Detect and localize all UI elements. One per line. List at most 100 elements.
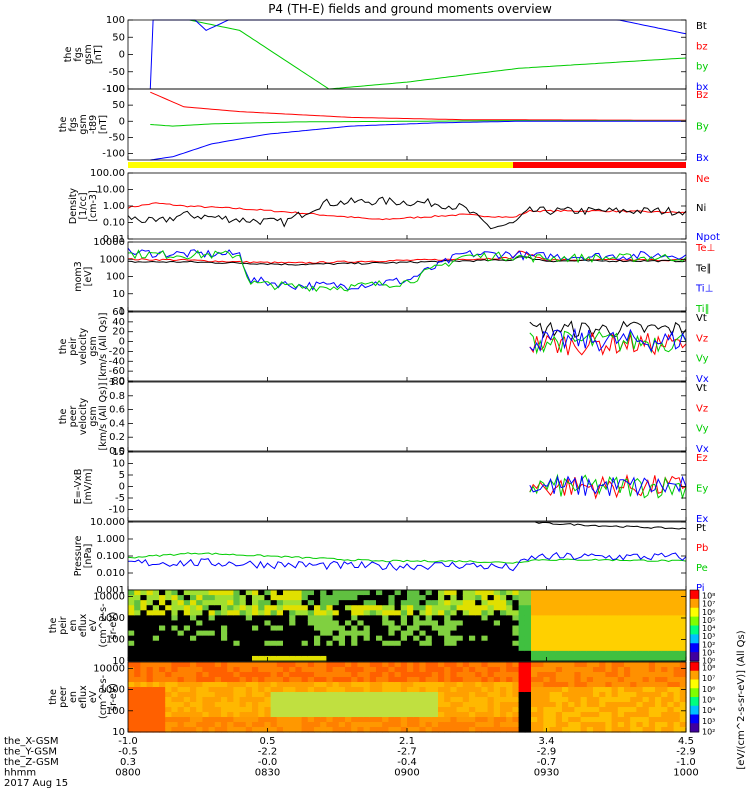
- spectrogram-cell: [630, 630, 637, 637]
- spectrogram-cell: [146, 702, 154, 708]
- spectrogram-cell: [661, 687, 668, 693]
- spectrogram-cell: [239, 712, 247, 718]
- spectrogram-cell: [388, 672, 396, 678]
- spectrogram-cell: [208, 727, 216, 733]
- spectrogram-cell: [276, 672, 284, 678]
- spectrogram-cell: [183, 687, 191, 693]
- spectrogram-cell: [239, 702, 247, 708]
- spectrogram-cell: [252, 640, 259, 647]
- spectrogram-cell: [555, 590, 563, 596]
- spectrogram-cell: [196, 692, 203, 698]
- spectrogram-cell: [394, 712, 402, 718]
- spectrogram-cell: [227, 635, 234, 642]
- spectrogram-cell: [407, 630, 414, 637]
- spectrogram-cell: [183, 712, 191, 718]
- spectrogram-cell: [679, 640, 687, 647]
- spectrogram-cell: [202, 667, 210, 673]
- spectrogram-cell: [413, 615, 420, 622]
- spectrogram-cell: [667, 605, 675, 611]
- spectrogram-cell: [202, 672, 210, 678]
- spectrogram-cell: [320, 707, 327, 713]
- spectrogram-cell: [233, 702, 241, 708]
- spectrogram-cell: [512, 600, 520, 606]
- spectrogram-cell: [295, 672, 303, 678]
- spectrogram-cell: [642, 610, 650, 616]
- spectrogram-cell: [624, 717, 631, 723]
- spectrogram-cell: [233, 620, 241, 627]
- spectrogram-cell: [438, 677, 445, 683]
- spectrogram-cell: [524, 645, 532, 652]
- spectrogram-cell: [165, 655, 172, 662]
- spectrogram-cell: [481, 655, 489, 662]
- spectrogram-cell: [487, 667, 495, 673]
- spectrogram-cell: [444, 692, 451, 698]
- spectrogram-cell: [258, 662, 265, 668]
- spectrogram-cell: [500, 722, 507, 728]
- spectrogram-cell: [568, 692, 575, 698]
- spectrogram-cell: [506, 727, 513, 733]
- spectrogram-cell: [518, 645, 526, 652]
- spectrogram-cell: [431, 610, 439, 616]
- spectrogram-cell: [425, 662, 433, 668]
- spectrogram-cell: [270, 702, 278, 708]
- spectrogram-cell: [134, 650, 141, 657]
- spectrogram-cell: [165, 630, 172, 637]
- spectrogram-cell: [258, 697, 265, 703]
- spectrogram-cell: [481, 595, 489, 601]
- spectrogram-cell: [264, 682, 272, 688]
- spectrogram-cell: [568, 682, 575, 688]
- spectrogram-cell: [369, 697, 377, 703]
- spectrogram-cell: [493, 635, 501, 642]
- spectrogram-cell: [351, 682, 358, 688]
- spectrogram-cell: [506, 687, 513, 693]
- spectrogram-cell: [593, 640, 600, 647]
- spectrogram-cell: [264, 702, 272, 708]
- spectrogram-cell: [599, 635, 606, 642]
- spectrogram-cell: [258, 645, 265, 652]
- spectrogram-cell: [270, 635, 278, 642]
- spectrogram-cell: [152, 722, 160, 728]
- spectrogram-cell: [444, 687, 451, 693]
- spectrogram-cell: [506, 590, 513, 596]
- spectrogram-cell: [462, 615, 470, 622]
- spectrogram-cell: [611, 692, 619, 698]
- spectrogram-cell: [450, 677, 458, 683]
- x-axis-value: -2.2: [258, 747, 278, 758]
- spectrogram-cell: [196, 702, 203, 708]
- spectrogram-cell: [655, 727, 662, 733]
- spectrogram-cell: [500, 692, 507, 698]
- spectrogram-cell: [388, 697, 396, 703]
- spectrogram-cell: [438, 650, 445, 657]
- spectrogram-cell: [425, 712, 433, 718]
- spectrogram-cell: [270, 610, 278, 616]
- spectrogram-cell: [326, 712, 334, 718]
- spectrogram-cell: [493, 692, 501, 698]
- spectrogram-cell: [462, 677, 470, 683]
- spectrogram-cell: [369, 645, 377, 652]
- spectrogram-cell: [586, 645, 594, 652]
- spectrogram-cell: [648, 712, 656, 718]
- spectrogram-cell: [605, 717, 613, 723]
- spectrogram-cell: [555, 692, 563, 698]
- spectrogram-cell: [549, 692, 557, 698]
- spectrogram-cell: [605, 682, 613, 688]
- spectrogram-cell: [456, 677, 464, 683]
- spectrogram-cell: [283, 682, 290, 688]
- spectrogram-cell: [642, 707, 650, 713]
- spectrogram-cell: [382, 630, 389, 637]
- legend-entry: Ex: [696, 514, 708, 525]
- spectrogram-cell: [431, 722, 439, 728]
- spectrogram-cell: [227, 722, 234, 728]
- spectrogram-cell: [648, 640, 656, 647]
- spectrogram-cell: [376, 600, 383, 606]
- spectrogram-cell: [574, 712, 582, 718]
- spectrogram-cell: [177, 595, 185, 601]
- spectrogram-cell: [128, 727, 135, 733]
- spectrogram-cell: [357, 645, 365, 652]
- spectrogram-cell: [128, 677, 135, 683]
- spectrogram-cell: [332, 630, 340, 637]
- spectrogram-cell: [307, 620, 315, 627]
- spectrogram-cell: [400, 630, 408, 637]
- spectrogram-cell: [679, 702, 687, 708]
- spectrogram-cell: [301, 702, 309, 708]
